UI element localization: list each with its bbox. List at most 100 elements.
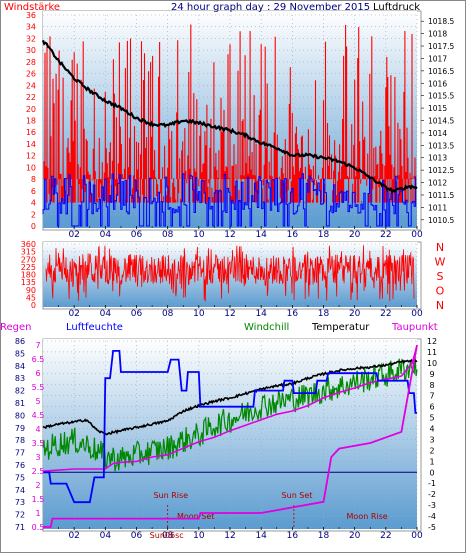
x-tick-label: 12: [224, 531, 235, 541]
panel1-right-label: Luftdruck: [373, 2, 420, 13]
y-left-tick-label: 10: [26, 163, 36, 172]
x-tick-label: 06: [131, 309, 143, 319]
x-tick-label: 16: [287, 531, 299, 541]
direction-tick-label: 135: [21, 278, 36, 287]
rain-tick-label: 2.5: [32, 467, 45, 476]
humidity-tick-label: 84: [15, 362, 25, 371]
humidity-tick-label: 78: [15, 436, 25, 445]
rain-tick-label: 2: [35, 481, 40, 490]
astro-label: Moon Rise: [347, 512, 388, 521]
panel1-left-label: Windstärke: [4, 2, 60, 13]
x-tick-label: 10: [193, 531, 205, 541]
pressure-series: [41, 39, 418, 194]
x-tick-label: 08: [162, 531, 174, 541]
y-right-tick-label: 1016: [428, 79, 447, 88]
wind-mean-line: [42, 173, 417, 227]
x-tick-label: 14: [255, 531, 267, 541]
rain-tick-label: 3.5: [32, 439, 45, 448]
x-tick-label: 06: [131, 230, 143, 240]
wind-direction-line: [45, 245, 415, 302]
humidity-tick-label: 79: [15, 424, 25, 433]
y-left-tick-label: 18: [26, 117, 36, 126]
panel1-x-axis: 02 04 06 08 10 12 14 16 18 20 22 00: [58, 226, 423, 240]
y-left-tick-label: 6: [31, 187, 36, 196]
x-tick-label: 08: [162, 230, 174, 240]
y-right-tick-label: 1012: [428, 179, 447, 188]
y-left-tick-label: 2: [31, 210, 36, 219]
humidity-tick-label: 71: [15, 523, 25, 532]
panel1-title: 24 hour graph day : 29 November 2015: [171, 2, 370, 13]
y-right-tick-label: 1018: [428, 30, 447, 39]
rain-line: [43, 344, 418, 528]
panel2-x-axis: 02 04 06 08 10 12 14 16 18 20 22 00: [58, 305, 423, 319]
direction-tick-label: 90: [26, 286, 36, 295]
x-tick-label: 20: [349, 309, 361, 319]
rain-tick-label: 4.5: [32, 411, 45, 420]
temp-tick-label: 6: [429, 403, 434, 412]
legend-temperatur: Temperatur: [311, 322, 370, 333]
rain-tick-label: 6.5: [32, 355, 45, 364]
panel3-x-axis: 02 04 06 08 10 12 14 16 18 20 22 00 Sun06sc: [58, 527, 423, 541]
direction-tick-label: 45: [26, 293, 36, 302]
x-tick-label: 18: [318, 531, 330, 541]
sun-moon-tick-label: Sun06sc: [150, 531, 184, 540]
astro-label: Sun Rise: [153, 491, 188, 500]
temp-tick-label: 8: [429, 381, 434, 390]
humidity-tick-label: 73: [15, 498, 25, 507]
x-tick-label: 00: [411, 230, 423, 240]
x-tick-label: 06: [131, 531, 143, 541]
y-right-tick-label: 1013: [428, 154, 447, 163]
x-tick-label: 18: [318, 230, 330, 240]
humidity-tick-label: 85: [15, 349, 25, 358]
legend-windchill: Windchill: [244, 322, 289, 333]
x-tick-label: 02: [68, 531, 79, 541]
rain-tick-label: 0.5: [32, 523, 45, 532]
y-right-tick-label: 1017: [428, 54, 447, 63]
y-left-tick-label: 16: [26, 128, 36, 137]
x-tick-label: 02: [68, 230, 79, 240]
temp-tick-label: -5: [428, 523, 436, 532]
temp-tick-label: 1: [429, 457, 434, 466]
x-tick-label: 22: [380, 531, 391, 541]
x-tick-label: 04: [100, 230, 112, 240]
rain-tick-label: 1: [35, 509, 40, 518]
humidity-tick-label: 83: [15, 374, 25, 383]
temp-tick-label: 9: [429, 370, 434, 379]
y-left-tick-label: 36: [26, 11, 36, 20]
y-right-tick-label: 1011.5: [428, 191, 454, 200]
x-tick-label: 12: [224, 309, 235, 319]
x-tick-label: 22: [380, 230, 391, 240]
direction-tick-label: 225: [21, 263, 36, 272]
y-right-tick-label: 1016.5: [428, 67, 454, 76]
x-tick-label: 02: [68, 309, 79, 319]
y-right-tick-label: 1013.5: [428, 141, 454, 150]
temp-tick-label: 5: [429, 414, 434, 423]
humidity-line: [43, 350, 417, 504]
y-left-tick-label: 30: [26, 46, 36, 55]
y-right-tick-label: 1014.5: [428, 117, 454, 126]
rain-axis: 0.5 1 1.5 2 2.5 3 3.5 4 4.5 5 5.5 6 6.5 7: [32, 341, 45, 532]
panel1-right-axis: 1010.5 1011 1011.5 1012 1012.5 1013 1013.5 1014…: [421, 17, 454, 225]
y-right-tick-label: 1017.5: [428, 42, 454, 51]
rain-tick-label: 7: [35, 341, 40, 350]
temp-tick-label: -4: [428, 512, 436, 521]
x-tick-label: 16: [287, 309, 299, 319]
temp-tick-label: -1: [428, 479, 436, 488]
humidity-tick-label: 72: [15, 511, 25, 520]
humidity-tick-label: 74: [15, 486, 25, 495]
rain-tick-label: 6: [35, 369, 40, 378]
y-left-tick-label: 0: [31, 222, 36, 231]
y-left-tick-label: 8: [31, 175, 36, 184]
y-left-tick-label: 26: [26, 70, 36, 79]
x-tick-label: 22: [380, 309, 391, 319]
x-tick-label: 14: [255, 309, 267, 319]
y-left-tick-label: 14: [26, 140, 36, 149]
compass-label: S: [437, 270, 444, 283]
x-tick-label: 12: [224, 230, 235, 240]
x-tick-label: 10: [193, 230, 205, 240]
x-tick-label: 08: [162, 309, 174, 319]
